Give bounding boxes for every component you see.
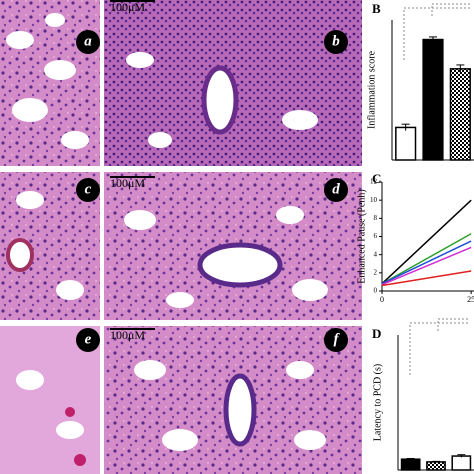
bar xyxy=(451,455,472,471)
bar xyxy=(400,458,421,471)
panel-badge xyxy=(76,30,100,54)
panel-badge xyxy=(76,328,100,352)
y-tick-label: 4 xyxy=(374,250,378,258)
chart-title: C xyxy=(372,171,381,186)
chart-title: D xyxy=(372,326,381,341)
charts: B Inflammation score C Enhanced Pause (Penh… xyxy=(356,0,474,474)
panel-badge xyxy=(324,178,348,202)
y-tick-label: 12 xyxy=(370,178,378,186)
histology xyxy=(0,0,362,474)
y-tick-label: 6 xyxy=(374,232,378,240)
series-line xyxy=(381,233,472,285)
panel-badge xyxy=(324,30,348,54)
panel-badge xyxy=(324,328,348,352)
y-axis-label: Inflammation score xyxy=(366,50,377,129)
y-axis-label: Enhanced Pause (Penh) xyxy=(356,189,367,283)
scale-bar-label: 100μM xyxy=(110,176,145,190)
series-line xyxy=(381,240,472,285)
series-line xyxy=(381,270,472,287)
panel-label: b xyxy=(332,33,340,49)
panel-labels: a b c d e f 100μM 100μM 100μM xyxy=(76,0,348,352)
panel-label: a xyxy=(84,33,92,49)
y-tick-label: 8 xyxy=(374,214,378,222)
bar xyxy=(422,38,444,161)
x-tick-label: 0 xyxy=(380,295,384,304)
bar xyxy=(449,68,471,161)
panel-badge xyxy=(76,178,100,202)
significance-bracket xyxy=(403,3,470,60)
scale-bar-label: 100μM xyxy=(110,0,145,14)
bar xyxy=(426,461,446,471)
panel-label: c xyxy=(85,181,92,197)
chart-title: B xyxy=(372,1,381,16)
x-tick-label: 25 xyxy=(467,295,474,304)
y-tick-label: 2 xyxy=(374,268,378,276)
chart-bg xyxy=(364,325,474,474)
series-line xyxy=(381,199,472,285)
bar xyxy=(395,126,417,161)
significance-bracket xyxy=(409,318,470,375)
panel-label: d xyxy=(332,181,340,197)
y-tick-label: 10 xyxy=(370,196,378,204)
panel-label: f xyxy=(334,331,341,347)
y-tick-label: 0 xyxy=(374,287,378,295)
panel-label: e xyxy=(85,331,92,347)
scale-bar-label: 100μM xyxy=(110,328,145,342)
series-line xyxy=(381,246,472,286)
y-axis-label: Latency to PCD (s) xyxy=(372,364,383,442)
